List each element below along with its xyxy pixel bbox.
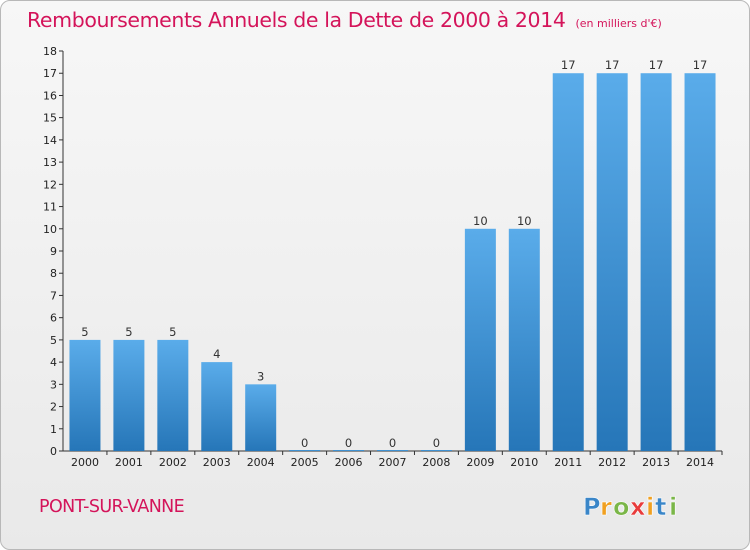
y-tick-label: 14 — [43, 134, 57, 147]
x-tick-label: 2008 — [422, 456, 450, 469]
x-tick-label: 2007 — [379, 456, 407, 469]
bar — [113, 339, 145, 451]
x-tick-label: 2004 — [247, 456, 275, 469]
svg-text:i: i — [646, 493, 654, 521]
y-tick-label: 8 — [50, 267, 57, 280]
x-tick-label: 2010 — [510, 456, 538, 469]
svg-text:P: P — [583, 493, 601, 521]
data-label: 17 — [693, 58, 708, 72]
x-tick-label: 2014 — [686, 456, 714, 469]
bar — [289, 450, 321, 451]
proxiti-logo: P r o x i t i — [583, 493, 678, 522]
bar — [201, 362, 233, 451]
bar — [508, 228, 540, 451]
y-tick-label: 13 — [43, 156, 57, 169]
data-label: 17 — [605, 58, 620, 72]
y-tick-label: 15 — [43, 112, 57, 125]
bar — [69, 339, 101, 451]
bar — [552, 73, 584, 451]
y-tick-label: 3 — [50, 378, 57, 391]
bars: 5 5 5 4 3 0 0 0 0 10 10 17 17 17 17 — [69, 58, 716, 451]
svg-text:r: r — [600, 493, 612, 521]
svg-text:i: i — [669, 493, 677, 521]
data-label: 0 — [301, 436, 308, 450]
bar — [157, 339, 189, 451]
x-tick-label: 2013 — [642, 456, 670, 469]
data-label: 5 — [169, 325, 176, 339]
chart-title: Remboursements Annuels de la Dette de 20… — [27, 8, 662, 32]
y-tick-label: 6 — [50, 312, 57, 325]
x-tick-label: 2009 — [466, 456, 494, 469]
x-tick-label: 2000 — [71, 456, 99, 469]
x-tick-label: 2011 — [554, 456, 582, 469]
y-tick-label: 7 — [50, 289, 57, 302]
x-tick-label: 2006 — [335, 456, 363, 469]
data-label: 0 — [433, 436, 440, 450]
y-tick-label: 5 — [50, 334, 57, 347]
x-tick-label: 2002 — [159, 456, 187, 469]
bar — [245, 384, 277, 451]
unit-note: (en milliers d'€) — [575, 17, 662, 30]
data-label: 4 — [213, 347, 220, 361]
data-label: 3 — [257, 369, 264, 383]
bar — [684, 73, 716, 451]
y-tick-label: 9 — [50, 245, 57, 258]
chart-title-text: Remboursements Annuels de la Dette de 20… — [27, 8, 566, 32]
commune-name: PONT-SUR-VANNE — [39, 497, 185, 517]
bar — [377, 450, 408, 451]
data-label: 5 — [81, 325, 88, 339]
x-tick-label: 2001 — [115, 456, 143, 469]
y-tick-label: 12 — [43, 178, 57, 191]
y-tick-label: 0 — [50, 445, 57, 458]
data-label: 10 — [517, 214, 532, 228]
y-tick-label: 1 — [50, 423, 57, 436]
bar — [640, 73, 672, 451]
x-axis: 2000 2001 2002 2003 2004 2005 2006 2007 2008 2009… — [63, 450, 723, 469]
bar — [420, 450, 452, 451]
y-tick-label: 2 — [50, 401, 57, 414]
data-label: 17 — [649, 58, 664, 72]
y-tick-label: 18 — [43, 45, 57, 58]
svg-text:t: t — [655, 493, 666, 521]
data-label: 17 — [561, 58, 576, 72]
data-label: 0 — [345, 436, 352, 450]
svg-text:o: o — [613, 493, 630, 521]
data-label: 10 — [473, 214, 488, 228]
bar — [464, 228, 496, 451]
bar — [333, 450, 365, 451]
svg-text:x: x — [630, 493, 646, 521]
data-label: 0 — [389, 436, 396, 450]
bar — [596, 73, 628, 451]
x-tick-label: 2003 — [203, 456, 231, 469]
y-tick-label: 11 — [43, 201, 57, 214]
x-tick-label: 2012 — [598, 456, 626, 469]
x-tick-label: 2005 — [291, 456, 319, 469]
y-tick-label: 4 — [50, 356, 57, 369]
data-label: 5 — [125, 325, 132, 339]
y-tick-label: 17 — [43, 67, 57, 80]
y-tick-label: 10 — [43, 223, 57, 236]
y-tick-label: 16 — [43, 89, 57, 102]
